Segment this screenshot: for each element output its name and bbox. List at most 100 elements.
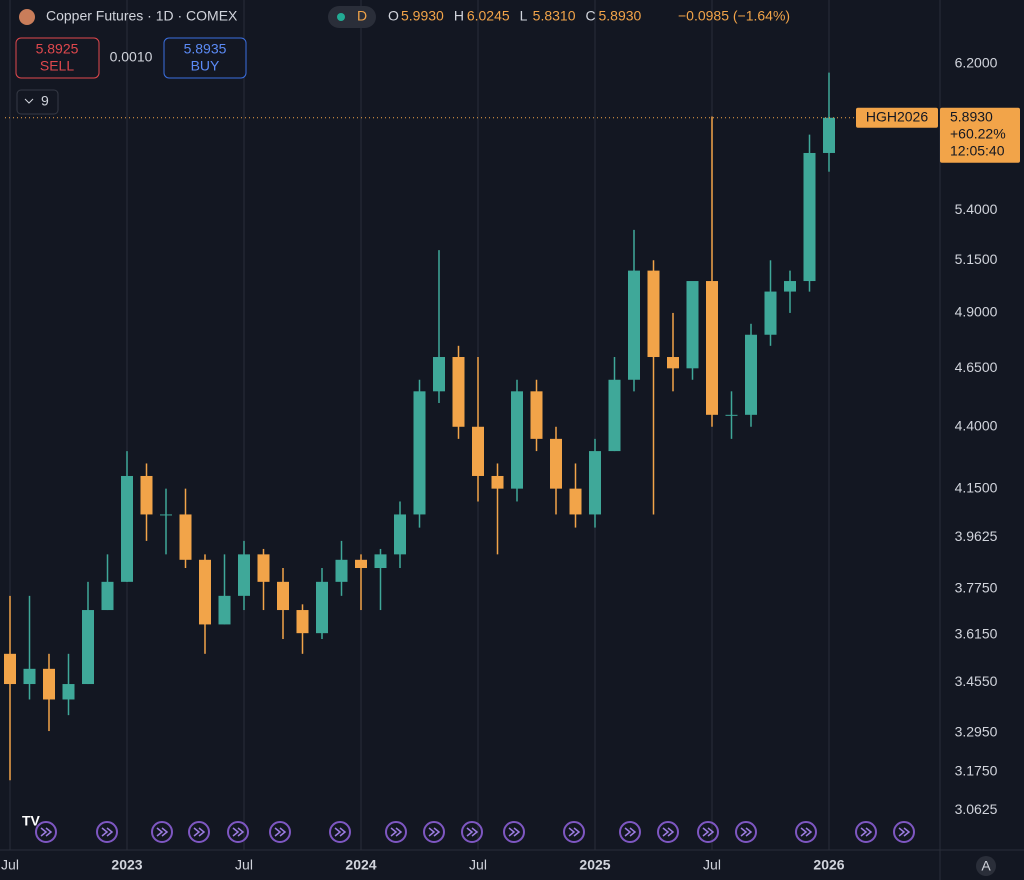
event-arrow — [193, 827, 206, 837]
event-arrow — [232, 827, 245, 837]
ohlc-key: L — [520, 8, 528, 24]
candle-body — [43, 668, 55, 700]
candle-body — [4, 653, 16, 685]
candle-body — [199, 559, 211, 625]
symbol-title[interactable]: Copper Futures · 1D · COMEX — [46, 8, 238, 24]
event-icon — [697, 821, 719, 843]
candle-body — [647, 270, 660, 358]
x-tick-label: Jul — [1, 857, 19, 873]
ohlc-key: H — [454, 8, 464, 24]
candle-body — [745, 334, 757, 415]
buy-price: 5.8935 — [184, 41, 227, 57]
symbol-tag — [856, 107, 938, 128]
indicators-toggle[interactable] — [16, 89, 59, 115]
scale-mode: A — [981, 858, 991, 874]
price-tag-countdown: 12:05:40 — [950, 142, 1005, 158]
sell-label: SELL — [40, 58, 74, 74]
y-tick-label: 4.1500 — [955, 479, 998, 495]
buy-button[interactable] — [163, 37, 247, 79]
event-arrow — [274, 827, 287, 837]
event-arrow — [800, 827, 813, 837]
event-icon — [503, 821, 525, 843]
candle-body — [784, 281, 796, 292]
event-arrow — [898, 827, 911, 837]
badge — [328, 6, 376, 28]
x-tick-label: 2024 — [345, 857, 376, 873]
candle-body — [140, 475, 153, 515]
y-tick-label: 3.6150 — [955, 625, 998, 641]
candle-body — [433, 357, 445, 392]
symbol-icon — [19, 9, 35, 25]
event-icon — [795, 821, 817, 843]
event-arrow — [740, 827, 753, 837]
x-tick-label: 2023 — [111, 857, 142, 873]
x-tick-label: 2026 — [813, 857, 844, 873]
buy-label: BUY — [191, 58, 220, 74]
spread: 0.0010 — [110, 49, 153, 65]
candle-body — [218, 595, 231, 625]
candle-body — [121, 475, 133, 582]
interval-badge: D — [357, 8, 367, 24]
candle-body — [257, 554, 270, 582]
y-tick-label: 6.2000 — [955, 55, 998, 71]
y-tick-label: 3.7750 — [955, 580, 998, 596]
candle-body — [589, 451, 601, 515]
y-tick-label: 5.1500 — [955, 251, 998, 267]
candle-body — [491, 475, 504, 489]
sell-button[interactable] — [15, 37, 100, 79]
event-icon — [385, 821, 407, 843]
candle-body — [667, 357, 679, 369]
event-icon — [461, 821, 483, 843]
event-icon — [855, 821, 877, 843]
ohlc-value: 6.0245 — [467, 8, 510, 24]
event-icon — [329, 821, 351, 843]
event-arrow — [702, 827, 715, 837]
candle-body — [413, 391, 426, 515]
candle-body — [725, 414, 738, 416]
candle-body — [296, 610, 309, 634]
candle-body — [764, 291, 777, 335]
candle-body — [823, 117, 835, 153]
candle-body — [569, 488, 582, 515]
candle-body — [23, 668, 36, 685]
symbol-tag-text: HGH2026 — [866, 108, 928, 124]
event-icon — [893, 821, 915, 843]
candle-body — [550, 438, 562, 489]
y-tick-label: 3.0625 — [955, 801, 998, 817]
scale-button[interactable] — [976, 856, 996, 876]
candle-body — [238, 554, 250, 596]
y-tick-label: 3.9625 — [955, 528, 998, 544]
event-arrow — [334, 827, 347, 837]
ohlc-value: 5.8930 — [598, 8, 641, 24]
ohlc-value: 5.9930 — [401, 8, 444, 24]
ohlc-value: 5.8310 — [533, 8, 576, 24]
event-arrow — [428, 827, 441, 837]
candle-body — [686, 281, 699, 369]
event-arrow — [101, 827, 114, 837]
candle-body — [355, 559, 367, 569]
price-tag-value: 5.8930 — [950, 108, 993, 124]
y-tick-label: 4.9000 — [955, 304, 998, 320]
x-tick-label: Jul — [235, 857, 253, 873]
event-icon — [735, 821, 757, 843]
event-arrow — [568, 827, 581, 837]
candle-body — [530, 391, 543, 439]
status-dot — [337, 13, 345, 21]
y-tick-label: 3.4550 — [955, 673, 998, 689]
event-icon — [657, 821, 679, 843]
event-icon — [423, 821, 445, 843]
event-arrow — [624, 827, 637, 837]
event-arrow — [860, 827, 873, 837]
candle-body — [316, 581, 328, 634]
y-tick-label: 4.4000 — [955, 417, 998, 433]
event-icon — [269, 821, 291, 843]
candle-body — [608, 379, 621, 452]
price-tag-change: +60.22% — [950, 125, 1006, 141]
change: −0.0985 (−1.64%) — [678, 8, 790, 24]
candle-body — [101, 581, 114, 611]
chevron — [24, 98, 34, 104]
event-arrow — [390, 827, 403, 837]
candle-body — [511, 391, 523, 489]
x-tick-label: Jul — [703, 857, 721, 873]
